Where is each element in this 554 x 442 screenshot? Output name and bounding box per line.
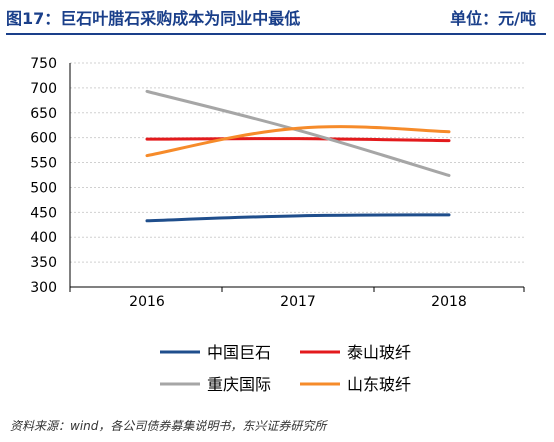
y-tick-label: 300: [30, 280, 57, 296]
unit-label: 单位：元/吨: [450, 9, 536, 28]
axes: [69, 63, 524, 288]
figure-title: 图17：巨石叶腊石采购成本为同业中最低: [6, 9, 301, 28]
x-axis-ticks: 2016 2017 2018: [69, 287, 525, 310]
series-lines: [145, 89, 451, 223]
x-tick-label: 2016: [129, 294, 165, 310]
series-line-重庆国际: [145, 89, 451, 177]
legend-label: 山东玻纤: [347, 375, 411, 394]
title-underline: [6, 33, 546, 35]
y-tick-label: 550: [30, 156, 57, 172]
y-tick-label: 400: [30, 230, 57, 246]
series-line-山东玻纤: [145, 125, 451, 158]
legend-label: 中国巨石: [207, 343, 271, 362]
y-tick-label: 750: [30, 56, 57, 72]
y-tick-label: 500: [30, 180, 57, 196]
gridlines: [70, 62, 524, 263]
series-line-泰山玻纤: [145, 137, 451, 143]
y-tick-label: 700: [30, 81, 57, 97]
figure-title-bar: 图17：巨石叶腊石采购成本为同业中最低 单位：元/吨: [6, 6, 546, 32]
legend-label: 重庆国际: [207, 375, 271, 394]
y-axis-ticks: 300 350 400 450 500 550 600 650 700 750: [30, 56, 57, 296]
y-tick-label: 450: [30, 205, 57, 221]
x-tick-label: 2018: [431, 294, 467, 310]
y-tick-label: 650: [30, 106, 57, 122]
y-tick-label: 350: [30, 255, 57, 271]
x-tick-label: 2017: [280, 294, 316, 310]
series-line-中国巨石: [145, 213, 451, 223]
legend-label: 泰山玻纤: [347, 343, 411, 362]
y-tick-label: 600: [30, 131, 57, 147]
source-note: 资料来源：wind，各公司债券募集说明书，东兴证券研究所: [10, 419, 327, 433]
